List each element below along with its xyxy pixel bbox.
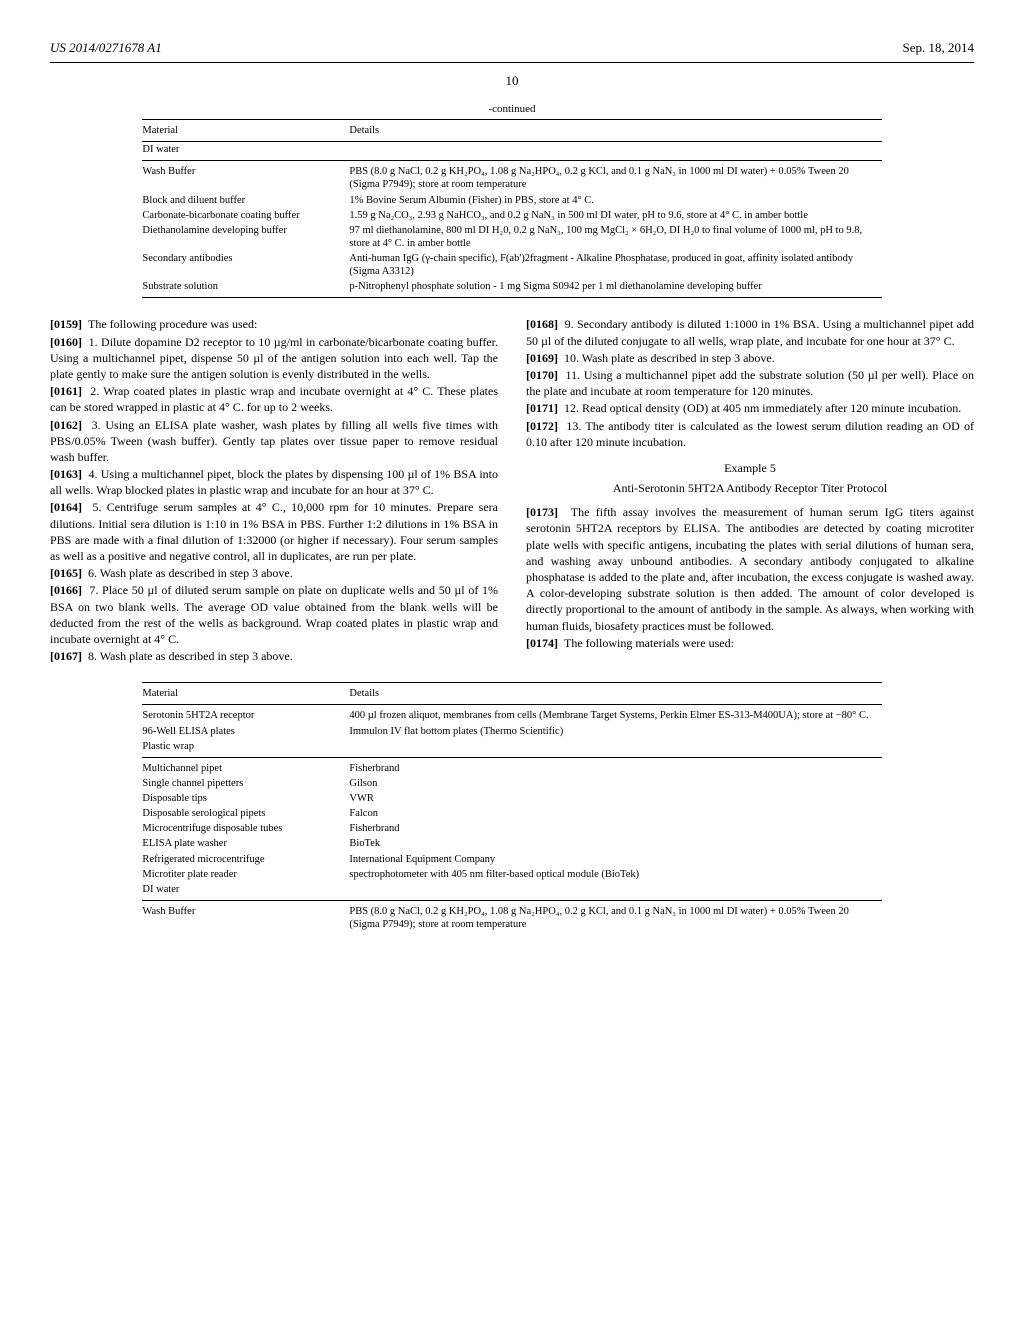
table-cell: PBS (8.0 g NaCl, 0.2 g KH₂PO₄, 1.08 g Na…: [349, 161, 881, 193]
table-cell: Fisherbrand: [349, 757, 881, 776]
table-cell: Multichannel pipet: [142, 757, 349, 776]
page-number: 10: [50, 73, 974, 89]
paragraph: [0168] 9. Secondary antibody is diluted …: [526, 316, 974, 348]
table-cell: Gilson: [349, 776, 881, 791]
table-cell: DI water: [142, 142, 349, 161]
paragraph: [0162] 3. Using an ELISA plate washer, w…: [50, 417, 498, 466]
table-cell: Falcon: [349, 806, 881, 821]
table-header: Material: [142, 683, 349, 705]
paragraph: [0171] 12. Read optical density (OD) at …: [526, 400, 974, 416]
table-cell: Microtiter plate reader: [142, 867, 349, 882]
paragraph: [0173] The fifth assay involves the meas…: [526, 504, 974, 634]
table-cell: Block and diluent buffer: [142, 193, 349, 208]
table-cell: Disposable tips: [142, 791, 349, 806]
table-cell: BioTek: [349, 836, 881, 851]
table-cell: Plastic wrap: [142, 739, 349, 758]
table-header: Material: [142, 120, 349, 142]
table-cell: Anti-human IgG (γ-chain specific), F(ab'…: [349, 251, 881, 279]
paragraph: [0167] 8. Wash plate as described in ste…: [50, 648, 498, 664]
table-cell: PBS (8.0 g NaCl, 0.2 g KH₂PO₄, 1.08 g Na…: [349, 900, 881, 932]
paragraph: [0174] The following materials were used…: [526, 635, 974, 651]
paragraph: [0164] 5. Centrifuge serum samples at 4°…: [50, 499, 498, 564]
table-cell: p-Nitrophenyl phosphate solution - 1 mg …: [349, 279, 881, 298]
paragraph: [0170] 11. Using a multichannel pipet ad…: [526, 367, 974, 399]
table-cell: spectrophotometer with 405 nm filter-bas…: [349, 867, 881, 882]
table-cell: Substrate solution: [142, 279, 349, 298]
table-cell: International Equipment Company: [349, 852, 881, 867]
body-text: [0159] The following procedure was used:…: [50, 316, 974, 664]
table-cell: Serotonin 5HT2A receptor: [142, 705, 349, 724]
table-cell: [349, 882, 881, 901]
table-cell: Diethanolamine developing buffer: [142, 223, 349, 251]
table-cell: [349, 739, 881, 758]
header-rule: [50, 62, 974, 63]
publication-date: Sep. 18, 2014: [903, 40, 975, 56]
table-cell: Carbonate-bicarbonate coating buffer: [142, 208, 349, 223]
table-cell: Wash Buffer: [142, 900, 349, 932]
table-cell: Refrigerated microcentrifuge: [142, 852, 349, 867]
example-label: Example 5: [526, 460, 974, 476]
table-cell: Microcentrifuge disposable tubes: [142, 821, 349, 836]
table-header: Details: [349, 683, 881, 705]
table-cell: Secondary antibodies: [142, 251, 349, 279]
table-cell: Wash Buffer: [142, 161, 349, 193]
table-cell: 97 ml diethanolamine, 800 ml DI H₂0, 0.2…: [349, 223, 881, 251]
paragraph: [0160] 1. Dilute dopamine D2 receptor to…: [50, 334, 498, 383]
table-cell: 96-Well ELISA plates: [142, 724, 349, 739]
table-cell: 1.59 g Na₂CO₃, 2.93 g NaHCO₃, and 0.2 g …: [349, 208, 881, 223]
publication-number: US 2014/0271678 A1: [50, 40, 162, 56]
paragraph: [0159] The following procedure was used:: [50, 316, 498, 332]
table-cell: 400 µl frozen aliquot, membranes from ce…: [349, 705, 881, 724]
paragraph: [0163] 4. Using a multichannel pipet, bl…: [50, 466, 498, 498]
materials-table-2: Material Details Serotonin 5HT2A recepto…: [142, 682, 881, 932]
paragraph: [0166] 7. Place 50 µl of diluted serum s…: [50, 582, 498, 647]
table-cell: [349, 142, 881, 161]
continued-label: -continued: [50, 103, 974, 115]
table-cell: 1% Bovine Serum Albumin (Fisher) in PBS,…: [349, 193, 881, 208]
table-cell: Immulon IV flat bottom plates (Thermo Sc…: [349, 724, 881, 739]
table-cell: Single channel pipetters: [142, 776, 349, 791]
paragraph: [0161] 2. Wrap coated plates in plastic …: [50, 383, 498, 415]
paragraph: [0172] 13. The antibody titer is calcula…: [526, 418, 974, 450]
table-cell: Fisherbrand: [349, 821, 881, 836]
table-header: Details: [349, 120, 881, 142]
table-cell: ELISA plate washer: [142, 836, 349, 851]
paragraph: [0169] 10. Wash plate as described in st…: [526, 350, 974, 366]
materials-table-1: Material Details DI water Wash BufferPBS…: [142, 119, 881, 298]
example-title: Anti-Serotonin 5HT2A Antibody Receptor T…: [526, 480, 974, 496]
table-cell: DI water: [142, 882, 349, 901]
paragraph: [0165] 6. Wash plate as described in ste…: [50, 565, 498, 581]
table-cell: Disposable serological pipets: [142, 806, 349, 821]
table-cell: VWR: [349, 791, 881, 806]
